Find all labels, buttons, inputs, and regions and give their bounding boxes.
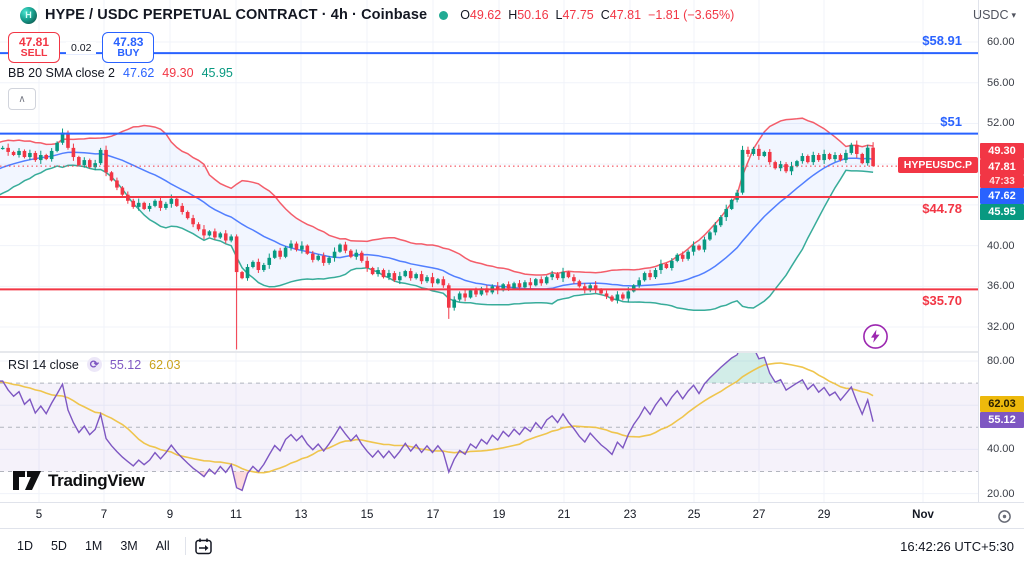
axis-price-badge: 45.95: [980, 204, 1024, 220]
toolbar-divider: [184, 537, 186, 555]
time-tick-label: 15: [360, 509, 374, 521]
sell-button[interactable]: 47.81 SELL: [8, 32, 60, 63]
time-tick-label: 23: [623, 509, 637, 521]
spread-value: 0.02: [66, 41, 97, 54]
market-status-icon[interactable]: [439, 10, 449, 20]
symbol-logo-icon: H: [20, 6, 37, 24]
axis-price-badge: 47.81: [980, 159, 1024, 175]
axis-price-badge: 62.03: [980, 396, 1024, 412]
axis-price-badge: 47.62: [980, 188, 1024, 204]
axis-tick-label: 40.00: [987, 239, 1015, 252]
price-change: −1.81 (−3.65%): [648, 8, 735, 22]
axis-tick-label: 36.00: [987, 280, 1015, 293]
lightning-icon[interactable]: [862, 323, 889, 350]
axis-tick-label: 40.00: [987, 443, 1015, 456]
range-button-all[interactable]: All: [155, 539, 170, 553]
time-tick-label: 25: [687, 509, 701, 521]
symbol-title[interactable]: HYPE / USDC PERPETUAL CONTRACT · 4h · Co…: [45, 7, 428, 23]
time-tick-label: Nov: [912, 509, 934, 521]
price-axis[interactable]: 60.00 56.00 52.00 40.00 36.00 32.00 80.00 40.00…: [978, 0, 1024, 502]
rsi-pane[interactable]: [0, 353, 978, 502]
rsi-value: 55.12: [109, 357, 142, 372]
clock[interactable]: 16:42:26 UTC+5:30: [900, 538, 1014, 554]
go-to-date-icon[interactable]: [194, 537, 213, 556]
axis-tick-label: 20.00: [987, 487, 1015, 500]
chart-legend: H HYPE / USDC PERPETUAL CONTRACT · 4h · …: [0, 0, 978, 30]
collapse-legend-button[interactable]: ∧: [8, 88, 36, 110]
bottom-toolbar: 1D 5D 1M 3M All 16:42:26 UTC+5:30: [0, 528, 1024, 563]
time-tick-label: 27: [752, 509, 766, 521]
tradingview-glyph-icon: [13, 471, 41, 490]
axis-tick-label: 32.00: [987, 321, 1015, 334]
chevron-down-icon: ▾: [1011, 9, 1016, 20]
rsi-indicator-legend[interactable]: RSI 14 close ⟳ 55.12 62.03: [8, 357, 181, 372]
rsi-ma-value: 62.03: [149, 357, 181, 372]
main-chart-pane[interactable]: [0, 0, 978, 352]
range-button-3m[interactable]: 3M: [120, 539, 138, 553]
axis-tick-label: 52.00: [987, 117, 1015, 130]
axis-price-badge: 55.12: [980, 412, 1024, 428]
axis-settings-gear-icon[interactable]: [996, 508, 1013, 525]
bb-upper-value: 49.30: [162, 66, 194, 80]
axis-tick-label: 80.00: [987, 355, 1015, 367]
trade-buttons: 47.81 SELL 0.02 47.83 BUY: [8, 32, 155, 63]
time-tick-label: 29: [817, 509, 831, 521]
tradingview-logo[interactable]: TradingView: [12, 470, 145, 491]
time-tick-label: 11: [230, 509, 242, 521]
axis-price-badge: 47:33: [980, 175, 1024, 188]
currency-selector[interactable]: USDC ▾: [973, 8, 1016, 22]
pane-separator[interactable]: [0, 351, 1024, 353]
time-tick-label: 5: [35, 509, 43, 521]
axis-price-badge: 49.30: [980, 143, 1024, 159]
time-tick-label: 21: [557, 509, 571, 521]
range-button-1d[interactable]: 1D: [17, 539, 33, 553]
axis-tick-label: 60.00: [987, 36, 1015, 48]
range-button-5d[interactable]: 5D: [50, 539, 67, 553]
buy-button[interactable]: 47.83 BUY: [102, 32, 155, 63]
time-tick-label: 7: [100, 509, 108, 521]
time-tick-label: 19: [492, 509, 506, 521]
axis-tick-label: 56.00: [987, 76, 1015, 89]
time-tick-label: 13: [294, 509, 308, 521]
bb-indicator-legend[interactable]: BB 20 SMA close 2 47.62 49.30 45.95: [8, 66, 233, 80]
time-tick-label: 17: [426, 509, 440, 521]
ohlc-values: O49.62 H50.16 L47.75 C47.81 −1.81 (−3.65…: [460, 8, 735, 22]
range-button-1m[interactable]: 1M: [84, 539, 103, 553]
bb-lower-value: 45.95: [201, 66, 233, 80]
range-buttons: 1D 5D 1M 3M All: [10, 536, 177, 556]
time-axis[interactable]: 5 7 9 11 13 15 17 19 21 23 25 27 29 Nov: [0, 502, 1024, 528]
refresh-icon[interactable]: ⟳: [86, 357, 102, 372]
bb-basis-value: 47.62: [123, 66, 155, 80]
time-tick-label: 9: [166, 509, 174, 521]
chevron-up-icon: ∧: [18, 93, 26, 105]
